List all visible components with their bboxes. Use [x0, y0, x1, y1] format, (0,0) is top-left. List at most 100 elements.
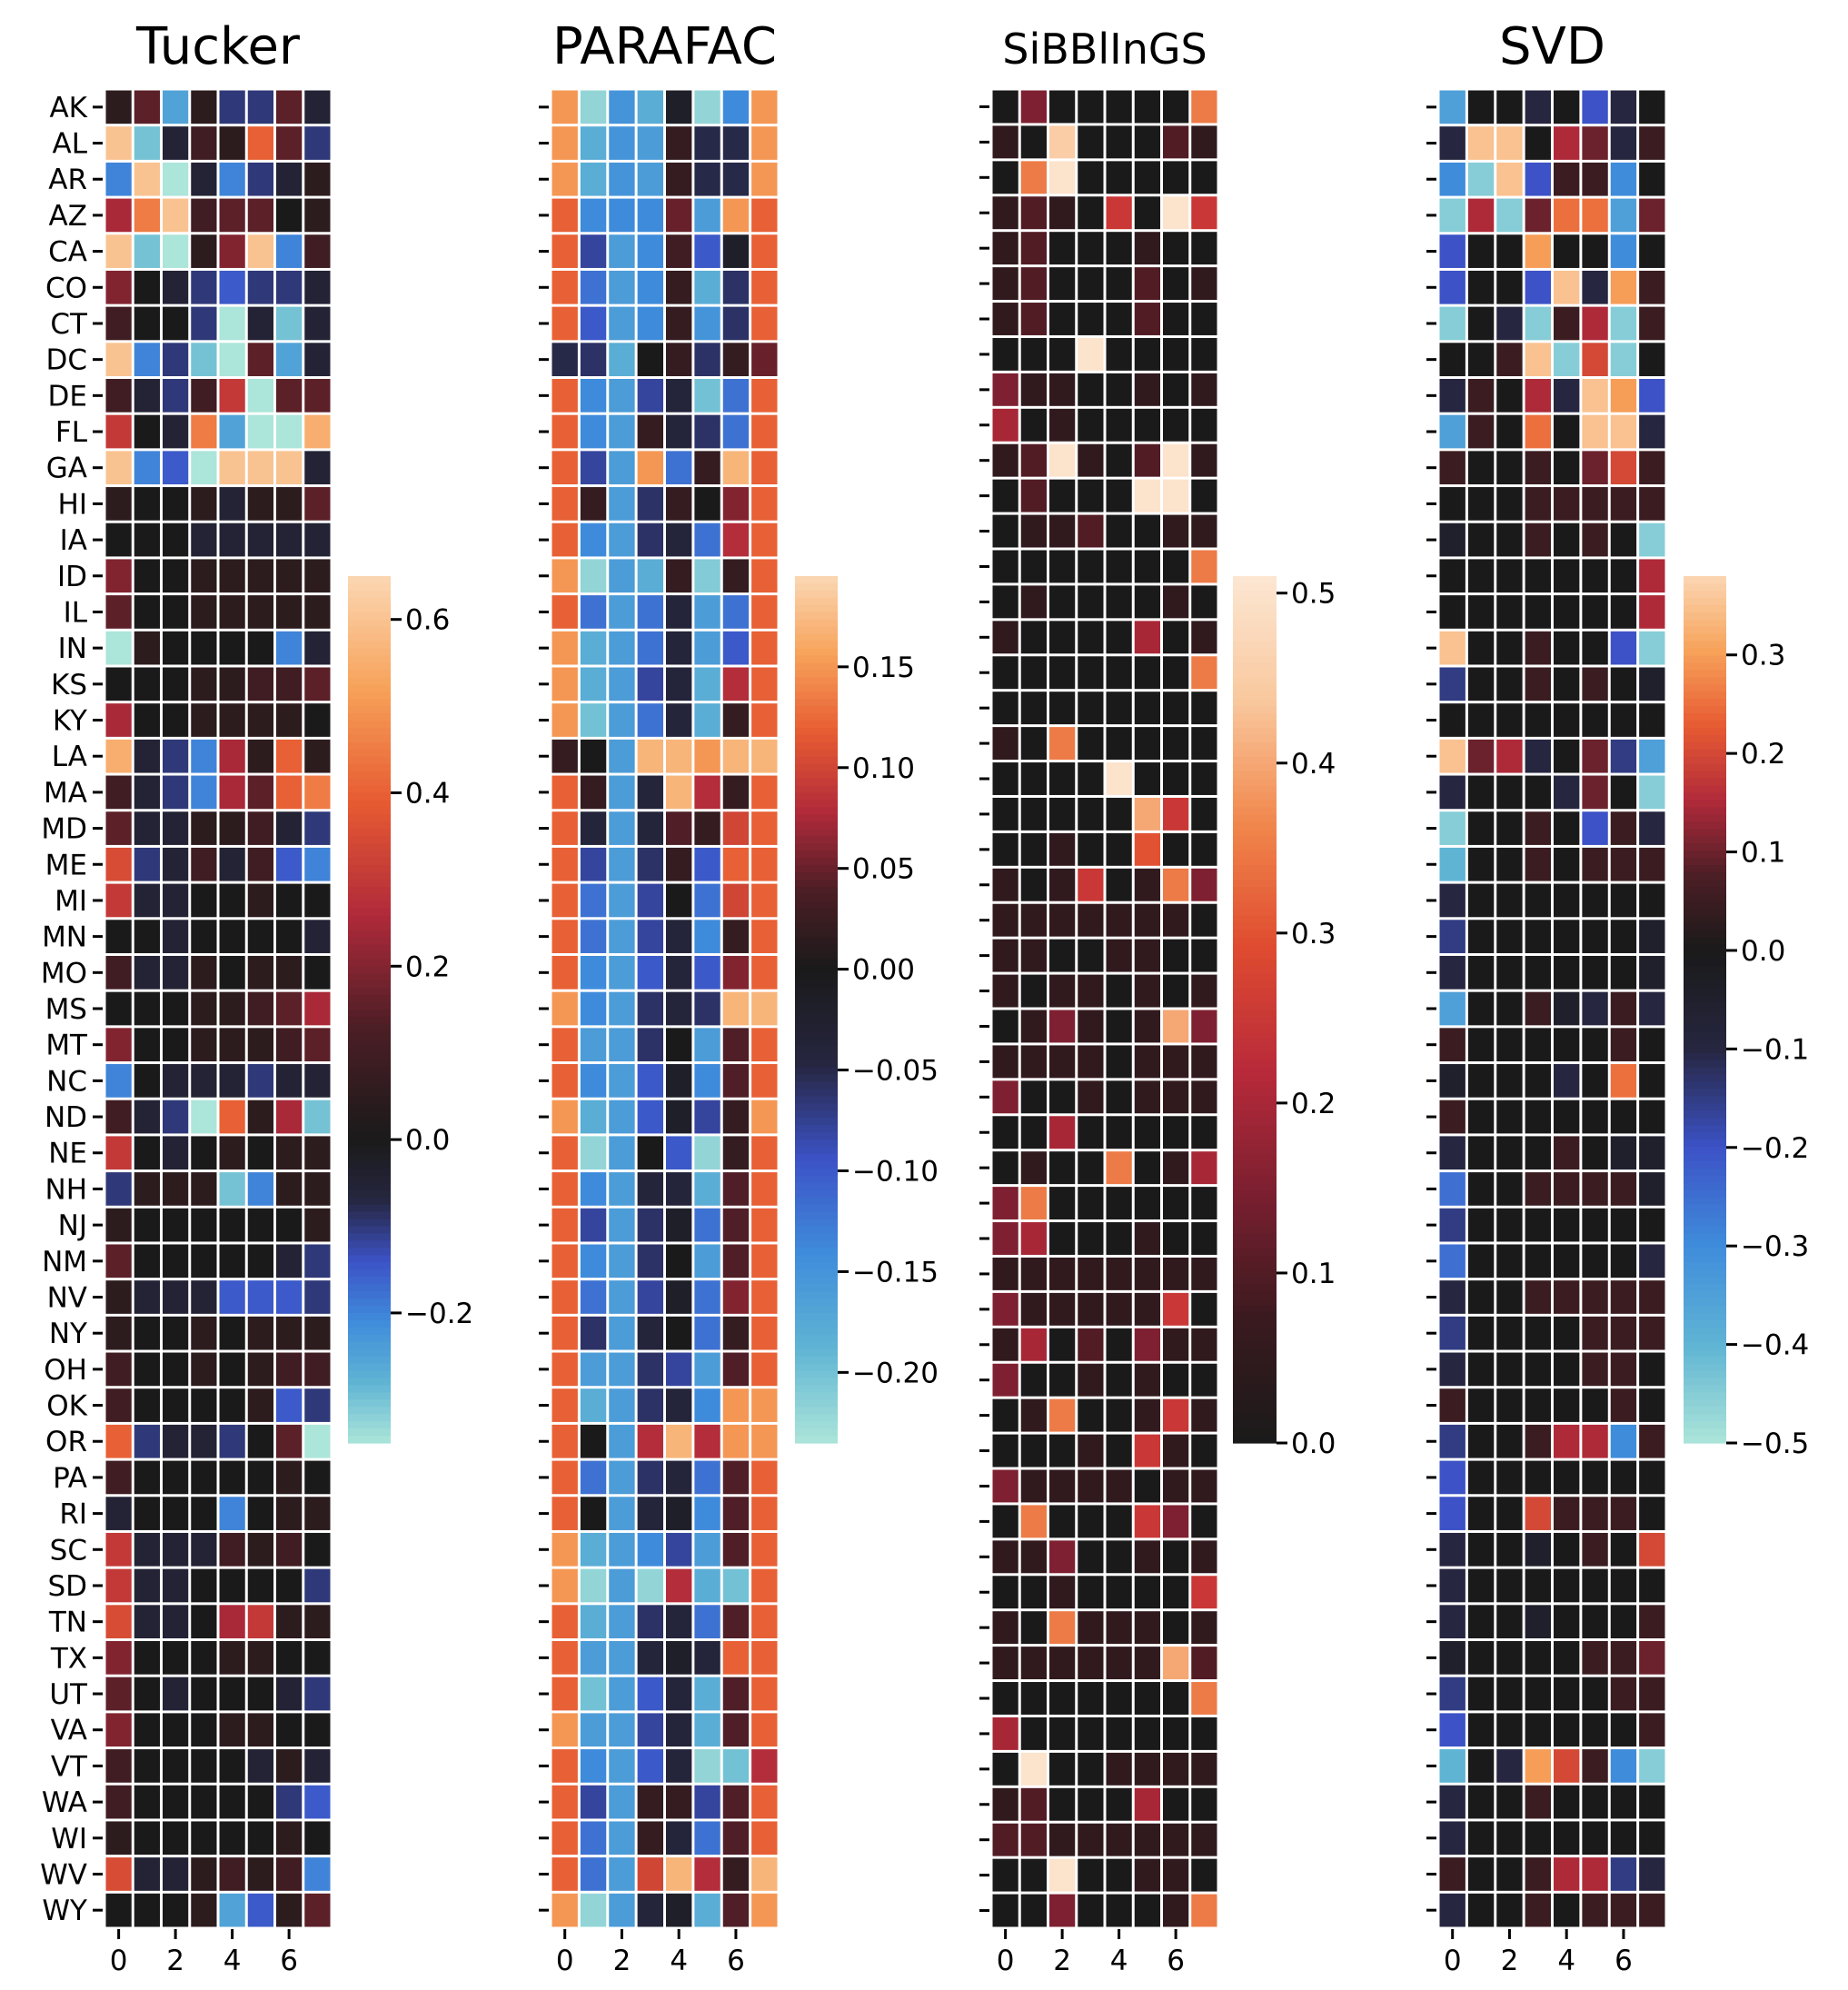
- heatmap-cell: [1106, 90, 1132, 124]
- heatmap-cell: [609, 1785, 635, 1819]
- colorbar-segment: [348, 1147, 391, 1155]
- heatmap-cell: [304, 1028, 331, 1062]
- heatmap-cell: [163, 703, 189, 737]
- heatmap-cell: [1610, 1893, 1637, 1927]
- heatmap-cell: [1554, 667, 1580, 701]
- y-tick-label: MS: [45, 993, 87, 1026]
- heatmap-cell: [551, 595, 578, 629]
- heatmap-cell: [580, 1352, 607, 1387]
- heatmap-cell: [1639, 198, 1665, 233]
- heatmap-cell: [134, 920, 160, 953]
- heatmap-cell: [1496, 1605, 1523, 1639]
- heatmap-cell: [609, 1136, 635, 1170]
- colorbar-segment: [348, 582, 391, 592]
- heatmap-cell: [191, 414, 217, 449]
- heatmap-cell: [1467, 1064, 1495, 1098]
- heatmap-cell: [163, 1388, 189, 1422]
- colorbar-segment: [1684, 1334, 1726, 1343]
- y-tick-label: SC: [50, 1534, 87, 1567]
- heatmap-cell: [1554, 883, 1580, 918]
- heatmap-cell: [666, 126, 692, 160]
- colorbar-segment: [1684, 1074, 1726, 1083]
- heatmap-cell: [134, 414, 160, 449]
- y-tick-label: TX: [50, 1642, 87, 1675]
- y-tick-label: AZ: [49, 200, 87, 233]
- heatmap-cell: [1163, 1116, 1189, 1149]
- heatmap-cell: [304, 162, 331, 196]
- heatmap-cell: [1639, 1605, 1665, 1639]
- heatmap-cell: [1191, 656, 1217, 690]
- heatmap-cell: [105, 126, 132, 160]
- colorbar-segment: [1684, 756, 1726, 765]
- heatmap-cell: [751, 1497, 778, 1530]
- heatmap-cell: [551, 451, 578, 485]
- heatmap-cell: [1554, 522, 1580, 557]
- heatmap-cell: [1020, 1894, 1047, 1927]
- heatmap-cell: [551, 414, 578, 449]
- heatmap-cell: [1439, 1893, 1465, 1927]
- heatmap-cell: [694, 739, 720, 773]
- heatmap-cell: [1439, 811, 1465, 845]
- heatmap-cell: [637, 595, 664, 629]
- heatmap-cell: [304, 198, 331, 233]
- heatmap-cell: [609, 1172, 635, 1206]
- heatmap-cell: [1525, 1785, 1552, 1819]
- colorbar-segment: [795, 1421, 838, 1429]
- panel-title: PARAFAC: [552, 17, 777, 76]
- heatmap-cell: [694, 1857, 720, 1891]
- heatmap-cell: [637, 991, 664, 1026]
- heatmap-cell: [1525, 920, 1552, 953]
- heatmap-cell: [1639, 703, 1665, 737]
- x-tick-label: 6: [1615, 1945, 1633, 1977]
- colorbar-segment: [348, 915, 391, 924]
- heatmap-cell: [134, 1424, 160, 1458]
- heatmap-cell: [580, 667, 607, 701]
- heatmap-cell: [1554, 162, 1580, 196]
- heatmap-cell: [304, 739, 331, 773]
- heatmap-cell: [580, 559, 607, 593]
- colorbar-segment: [1233, 1436, 1277, 1444]
- heatmap-cell: [1049, 1257, 1076, 1290]
- heatmap-cell: [1191, 1257, 1217, 1290]
- heatmap-cell: [134, 595, 160, 629]
- heatmap-cell: [276, 1424, 303, 1458]
- colorbar-segment: [795, 1132, 838, 1140]
- colorbar-segment: [1233, 792, 1277, 801]
- heatmap-cell: [105, 522, 132, 557]
- heatmap-cell: [1134, 903, 1160, 937]
- colorbar-segment: [795, 980, 838, 989]
- colorbar-segment: [795, 670, 838, 678]
- heatmap-cell: [551, 739, 578, 773]
- colorbar-segment: [795, 893, 838, 902]
- y-tick-label: FL: [55, 416, 88, 449]
- heatmap-cell: [1191, 1716, 1217, 1750]
- heatmap-cell: [1134, 408, 1160, 442]
- heatmap-cell: [304, 847, 331, 881]
- heatmap-cell: [304, 1172, 331, 1206]
- colorbar-segment: [795, 582, 838, 592]
- heatmap-cell: [1106, 903, 1132, 937]
- y-tick-label: KS: [51, 669, 87, 701]
- heatmap-cell: [105, 883, 132, 918]
- heatmap-cell: [1049, 1682, 1076, 1715]
- heatmap-cell: [219, 667, 245, 701]
- colorbar-segment: [1684, 937, 1726, 946]
- heatmap-cell: [1610, 270, 1637, 304]
- x-tick-label: 4: [1557, 1945, 1575, 1977]
- heatmap-cell: [637, 126, 664, 160]
- heatmap-cell: [1106, 1292, 1132, 1326]
- heatmap-cell: [1467, 522, 1495, 557]
- colorbar-segment: [1233, 1327, 1277, 1336]
- heatmap-cell: [1134, 1080, 1160, 1114]
- colorbar-segment: [348, 734, 391, 743]
- heatmap-cell: [580, 775, 607, 810]
- heatmap-cell: [1467, 1099, 1495, 1134]
- heatmap-cell: [1554, 1172, 1580, 1206]
- heatmap-cell: [219, 1064, 245, 1098]
- heatmap-cell: [105, 487, 132, 521]
- heatmap-cell: [1639, 595, 1665, 629]
- heatmap-cell: [1020, 1187, 1047, 1220]
- heatmap-cell: [1439, 1785, 1465, 1819]
- heatmap-cell: [1106, 1187, 1132, 1220]
- colorbar-segment: [348, 879, 391, 888]
